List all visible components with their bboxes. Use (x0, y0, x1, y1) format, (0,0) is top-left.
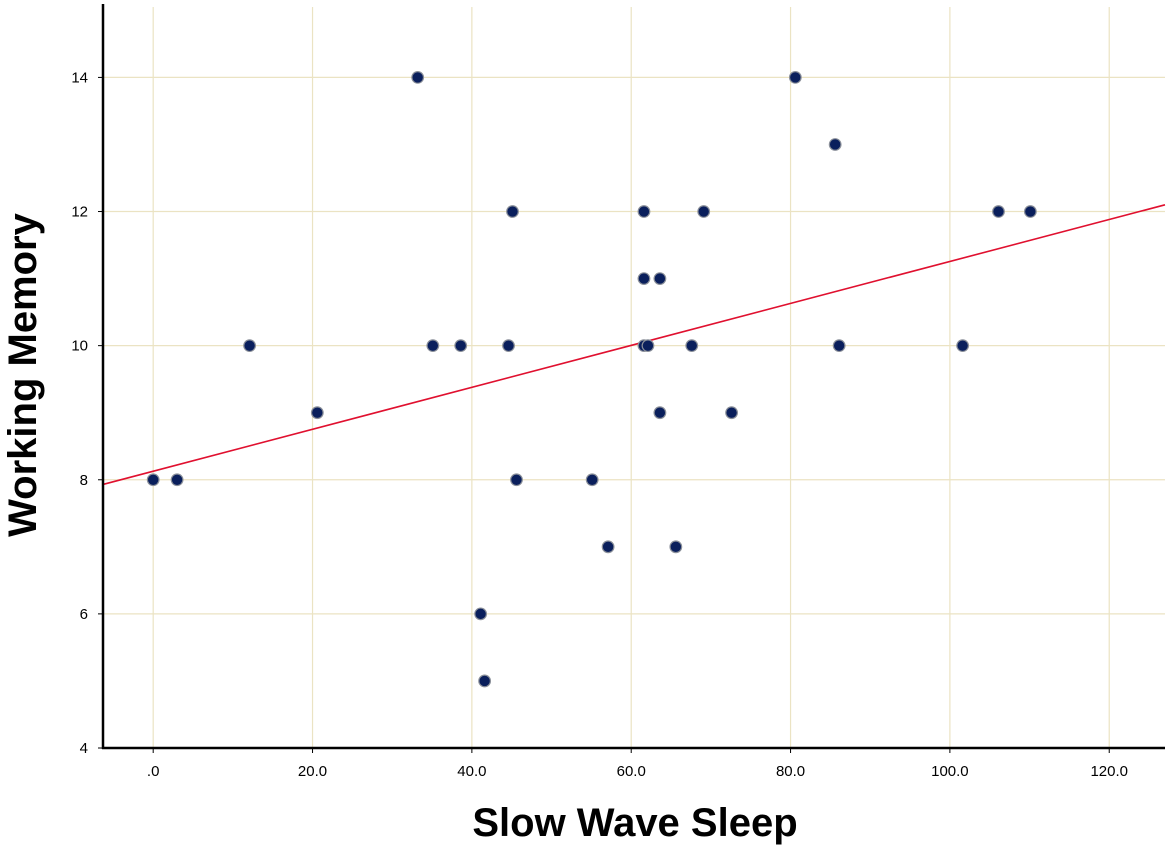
y-tick-label: 14 (71, 69, 88, 86)
x-tick-label: 60.0 (617, 763, 646, 780)
data-point (243, 339, 256, 353)
y-tick-label: 6 (80, 606, 88, 623)
data-point (641, 339, 655, 353)
fit-line (102, 204, 1166, 486)
data-point (506, 205, 519, 218)
y-tick-label: 12 (71, 204, 88, 221)
data-point (510, 473, 523, 487)
data-point (637, 205, 651, 218)
data-point (1023, 205, 1037, 218)
x-axis-title: Slow Wave Sleep (472, 801, 797, 845)
data-point (685, 339, 699, 353)
y-tick-label: 8 (80, 472, 88, 489)
data-point (697, 205, 711, 218)
data-point (653, 272, 667, 285)
data-point (669, 540, 683, 554)
fit-line-group (102, 204, 1166, 486)
data-point (146, 473, 160, 487)
data-point (828, 138, 842, 151)
data-point (637, 272, 651, 285)
data-point (474, 607, 488, 621)
x-tick-label: 100.0 (931, 763, 969, 780)
data-point (502, 339, 515, 353)
x-tick-label: .0 (147, 763, 160, 780)
y-tick-label: 4 (80, 740, 88, 757)
data-point (956, 339, 970, 353)
x-tick-label: 40.0 (457, 763, 486, 780)
x-tick-label: 120.0 (1090, 763, 1128, 780)
data-point (454, 339, 468, 353)
data-point (170, 473, 184, 487)
data-point (310, 406, 324, 420)
grid-lines (103, 7, 1165, 748)
x-tick-label: 20.0 (298, 763, 327, 780)
data-points (146, 71, 1037, 688)
y-tick-label: 10 (71, 338, 88, 355)
data-point (601, 540, 615, 554)
data-point (788, 71, 802, 84)
data-point (478, 674, 492, 688)
data-point (992, 205, 1005, 218)
data-point (832, 339, 846, 353)
data-point (585, 473, 599, 487)
data-point (725, 406, 738, 420)
y-axis-title: Working Memory (1, 212, 45, 537)
data-point (411, 71, 425, 84)
tick-labels: .0 20.0 40.0 60.0 80.0 100.0 120.0 4 6 8 10 12 14 (71, 69, 1128, 780)
axes (98, 4, 1165, 753)
x-tick-label: 80.0 (776, 763, 805, 780)
data-point (653, 406, 667, 420)
data-point (426, 339, 440, 353)
